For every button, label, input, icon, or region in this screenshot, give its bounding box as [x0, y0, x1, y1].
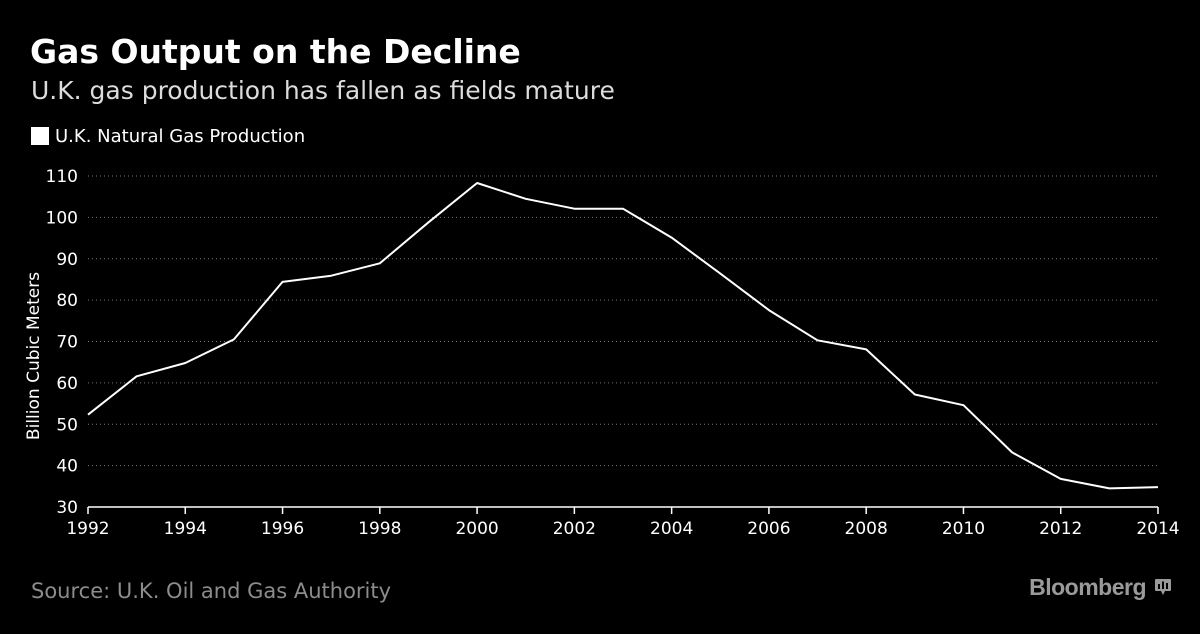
x-tick-label: 1996 [261, 519, 304, 539]
data-point [816, 338, 820, 342]
bloomberg-chat-icon [1155, 578, 1171, 595]
data-point [1059, 477, 1063, 481]
series-line [87, 182, 1159, 490]
x-tick-label: 2010 [942, 519, 985, 539]
data-point [864, 347, 868, 351]
data-point [1107, 486, 1111, 490]
data-point [767, 308, 771, 312]
x-tick-label: 2004 [650, 519, 693, 539]
x-tick-label: 2012 [1039, 519, 1082, 539]
data-point [86, 413, 90, 417]
series-layer [87, 182, 1159, 490]
axes [87, 506, 1159, 514]
brand-mark: Bloomberg [1029, 574, 1172, 601]
y-tick-label: 40 [56, 457, 78, 477]
chart-title: Gas Output on the Decline [30, 32, 521, 71]
data-point [232, 337, 236, 341]
brand-name: Bloomberg [1029, 574, 1146, 600]
x-tick-label: 1994 [164, 519, 207, 539]
data-point [1010, 450, 1014, 454]
data-point [183, 361, 187, 365]
data-point [913, 392, 917, 396]
x-tick-labels: 1992 1994 1996 1998 2000 2002 2004 2006 2008 2010… [66, 519, 1179, 539]
data-point [670, 236, 674, 240]
x-tick-label: 2014 [1136, 519, 1179, 539]
x-tick-label: 2000 [455, 519, 498, 539]
y-tick-label: 110 [46, 167, 78, 187]
chart-subtitle: U.K. gas production has fallen as fields… [31, 76, 615, 105]
data-point [426, 220, 430, 224]
x-tick-label: 2006 [747, 519, 790, 539]
legend-label: U.K. Natural Gas Production [55, 125, 306, 147]
data-points [86, 181, 1160, 490]
data-point [961, 403, 965, 407]
y-tick-label: 90 [56, 250, 78, 270]
source-note: Source: U.K. Oil and Gas Authority [31, 579, 392, 603]
x-tick-label: 2008 [845, 519, 888, 539]
x-tick-label: 2002 [553, 519, 596, 539]
x-tick-label: 1998 [358, 519, 401, 539]
data-point [524, 197, 528, 201]
y-tick-label: 60 [56, 374, 78, 394]
y-tick-label: 80 [56, 291, 78, 311]
data-point [621, 207, 625, 211]
y-axis-label: Billion Cubic Meters [24, 272, 44, 440]
data-point [135, 374, 139, 378]
y-tick-labels: 30 40 50 60 70 80 90 100 110 [46, 167, 78, 518]
data-point [329, 274, 333, 278]
data-point [572, 207, 576, 211]
data-point [281, 280, 285, 284]
y-tick-label: 50 [56, 415, 78, 435]
data-point [378, 261, 382, 265]
y-tick-label: 30 [56, 498, 78, 518]
x-tick-label: 1992 [66, 519, 109, 539]
legend: U.K. Natural Gas Production [31, 124, 305, 148]
data-point [718, 272, 722, 276]
legend-swatch [31, 127, 49, 145]
data-point [475, 181, 479, 185]
y-tick-label: 70 [56, 333, 78, 353]
y-tick-label: 100 [46, 208, 78, 228]
data-point [1156, 485, 1160, 489]
